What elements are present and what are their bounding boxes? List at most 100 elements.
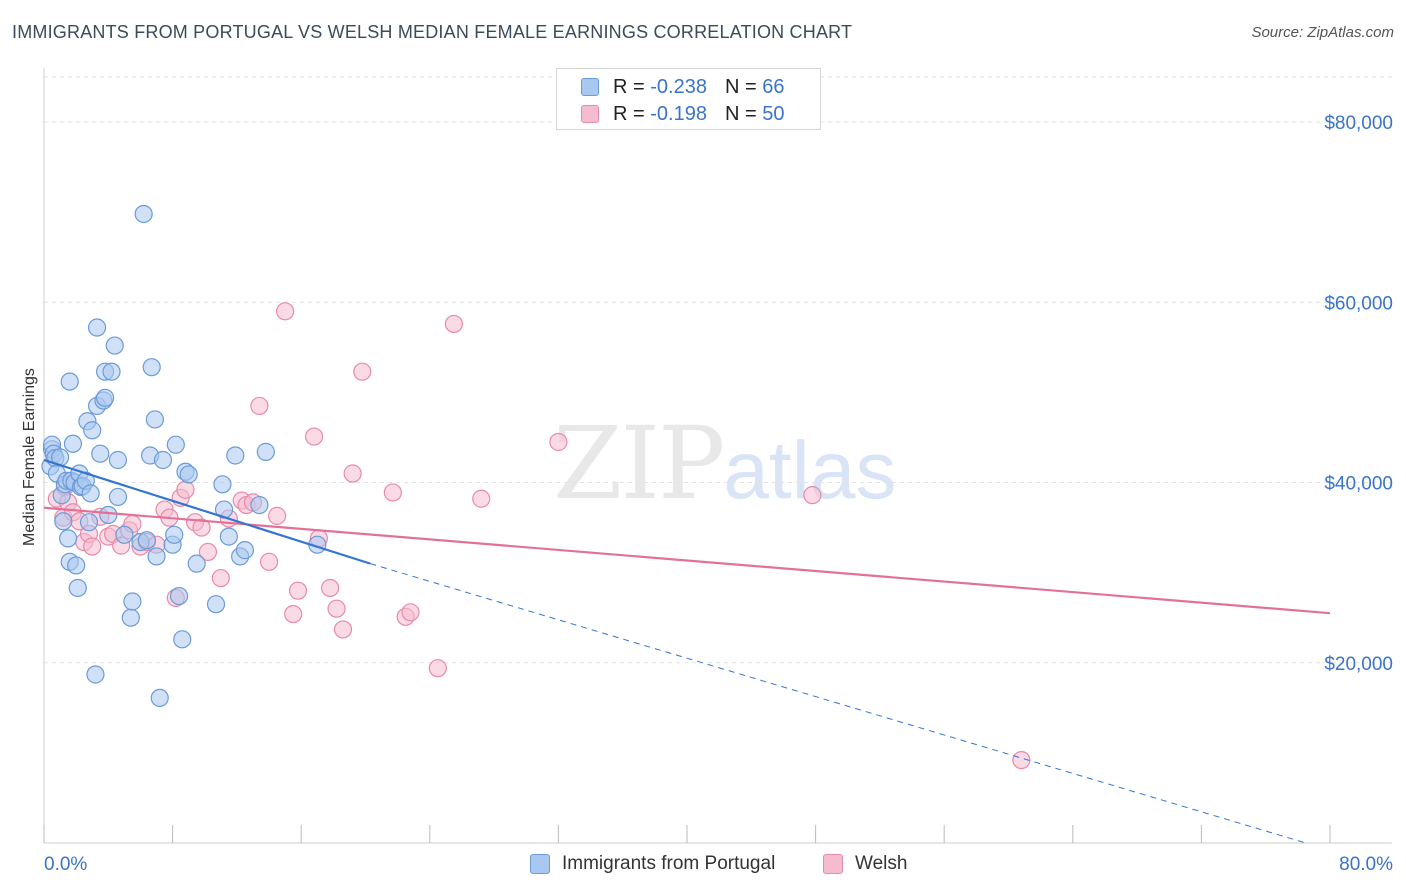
welsh-point xyxy=(444,314,464,334)
welsh-point xyxy=(250,396,269,416)
portugal-point xyxy=(105,336,124,355)
portugal-point xyxy=(108,450,128,470)
portugal-point xyxy=(219,527,238,546)
legend-item-welsh[interactable]: Welsh xyxy=(823,853,907,875)
legend-n-value: 66 xyxy=(762,75,785,98)
welsh-trend-line xyxy=(43,506,1331,615)
chart-title: IMMIGRANTS FROM PORTUGAL VS WELSH MEDIAN… xyxy=(12,22,853,42)
portugal-point xyxy=(91,444,110,463)
welsh-point xyxy=(284,605,303,624)
portugal-point xyxy=(115,525,134,544)
legend-r-value: -0.238 xyxy=(650,75,707,98)
welsh-point xyxy=(192,518,211,537)
portugal-point xyxy=(102,362,121,381)
portugal-point xyxy=(59,529,78,548)
welsh-point xyxy=(428,659,447,678)
watermark: ZIPatlas xyxy=(553,405,897,522)
welsh-point xyxy=(288,581,308,600)
y-tick-label: $40,000 xyxy=(1324,474,1393,495)
legend-row-portugal: R = -0.238 N = 66 xyxy=(581,74,784,100)
series-legend: Immigrants from Portugal Welsh xyxy=(0,853,1406,877)
welsh-point xyxy=(803,486,822,505)
legend-swatch-welsh xyxy=(581,105,599,123)
welsh-point xyxy=(321,578,340,598)
portugal-point xyxy=(83,421,102,440)
welsh-point xyxy=(276,302,295,321)
portugal-point xyxy=(87,318,107,337)
welsh-point xyxy=(383,483,402,502)
legend-r-label: R = xyxy=(613,75,645,98)
welsh-point xyxy=(211,568,230,588)
portugal-point xyxy=(63,434,83,453)
portugal-point xyxy=(179,465,198,484)
legend-r-value: -0.198 xyxy=(650,102,707,125)
legend-row-welsh: R = -0.198 N = 50 xyxy=(581,101,784,127)
welsh-point xyxy=(176,480,195,499)
portugal-point xyxy=(206,595,226,614)
legend-swatch-welsh xyxy=(823,854,843,874)
legend-n-label: N = xyxy=(724,75,757,98)
portugal-point xyxy=(145,410,165,429)
welsh-point xyxy=(267,506,287,525)
welsh-point xyxy=(83,537,102,556)
welsh-point xyxy=(353,362,372,381)
y-tick-label: $80,000 xyxy=(1324,113,1393,134)
portugal-point xyxy=(256,442,275,461)
portugal-point xyxy=(235,541,255,560)
x-tick-label: 80.0% xyxy=(1339,854,1393,875)
portugal-point xyxy=(123,592,142,611)
welsh-point xyxy=(304,427,324,446)
portugal-point xyxy=(60,372,79,391)
portugal-trend-extension xyxy=(370,563,1307,844)
portugal-point xyxy=(226,446,245,465)
portugal-point xyxy=(169,586,189,606)
legend-n-value: 50 xyxy=(762,102,785,125)
y-tick-label: $20,000 xyxy=(1324,654,1393,675)
legend-swatch-portugal xyxy=(581,78,599,96)
welsh-point xyxy=(327,599,346,618)
x-tick-label: 0.0% xyxy=(44,854,87,875)
portugal-point xyxy=(147,547,166,566)
stats-legend: R = -0.238 N = 66 R = -0.198 N = 50 xyxy=(556,68,821,130)
welsh-point xyxy=(472,489,491,508)
portugal-point xyxy=(213,475,232,494)
portugal-point xyxy=(121,608,140,627)
welsh-point xyxy=(401,603,420,622)
portugal-point xyxy=(142,358,161,377)
legend-swatch-portugal xyxy=(530,854,550,874)
y-axis-label: Median Female Earnings xyxy=(21,368,38,546)
portugal-point xyxy=(54,512,73,531)
portugal-point xyxy=(166,435,185,454)
welsh-point xyxy=(259,552,279,571)
portugal-point xyxy=(99,505,118,525)
portugal-point xyxy=(187,554,206,573)
watermark-zip: ZIP xyxy=(553,405,725,522)
welsh-point xyxy=(1012,750,1031,770)
portugal-point xyxy=(173,630,192,649)
portugal-point xyxy=(67,556,86,575)
portugal-point xyxy=(81,484,100,503)
portugal-point xyxy=(250,495,269,515)
y-tick-label: $60,000 xyxy=(1324,293,1393,314)
portugal-point xyxy=(108,487,128,507)
legend-label-portugal: Immigrants from Portugal xyxy=(562,853,776,874)
welsh-point xyxy=(333,620,353,639)
welsh-point xyxy=(549,432,568,452)
legend-label-welsh: Welsh xyxy=(855,853,908,874)
portugal-point xyxy=(95,388,115,407)
portugal-point xyxy=(150,688,169,708)
portugal-point xyxy=(86,665,105,684)
legend-item-portugal[interactable]: Immigrants from Portugal xyxy=(530,853,775,875)
portugal-point xyxy=(153,450,173,470)
legend-r-label: R = xyxy=(613,102,645,125)
welsh-point xyxy=(343,464,362,483)
portugal-point xyxy=(165,525,184,544)
portugal-point xyxy=(68,578,87,598)
welsh-point xyxy=(198,542,218,562)
portugal-trend-line xyxy=(43,458,371,565)
portugal-point xyxy=(79,513,99,532)
portugal-point xyxy=(137,531,156,550)
source-note: Source: ZipAtlas.com xyxy=(1251,24,1394,41)
legend-n-label: N = xyxy=(724,102,757,125)
